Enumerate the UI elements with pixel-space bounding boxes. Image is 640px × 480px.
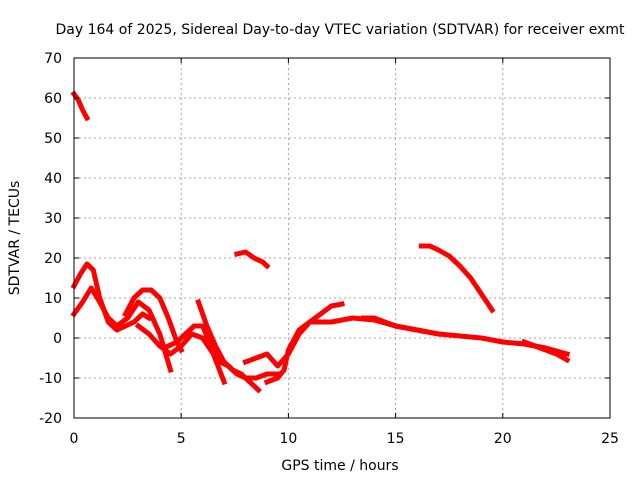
- y-tick-label: 0: [53, 331, 62, 347]
- y-tick-label: 40: [44, 171, 62, 187]
- series-arc2: [70, 261, 153, 333]
- axis-ticks: 0 5 10 15 20 25 -20 -10 0 10 20 30 40 50 60 70: [39, 51, 619, 447]
- series-arc13: [418, 243, 496, 314]
- plot-frame: [73, 57, 611, 419]
- series-arc6: [164, 323, 281, 381]
- y-tick-label: 50: [44, 131, 62, 147]
- x-axis-label: GPS time / hours: [281, 458, 398, 474]
- x-tick-label: 25: [601, 431, 619, 447]
- data-marks: [70, 90, 571, 394]
- series-arc7: [195, 298, 262, 394]
- y-axis-label: SDTVAR / TECUs: [7, 181, 23, 296]
- x-tick-label: 20: [494, 431, 512, 447]
- series-arc3: [70, 285, 174, 374]
- series-arc12: [520, 338, 571, 364]
- x-tick-label: 0: [70, 431, 79, 447]
- series-arc8: [233, 249, 271, 270]
- series-arc4: [122, 287, 185, 354]
- chart-title: Day 164 of 2025, Sidereal Day-to-day VTE…: [56, 22, 626, 38]
- grid-lines: [74, 58, 610, 418]
- y-tick-label: 70: [44, 51, 62, 67]
- y-tick-label: -20: [39, 411, 62, 427]
- x-tick-label: 10: [279, 431, 297, 447]
- y-tick-label: 20: [44, 251, 62, 267]
- y-tick-label: -10: [39, 371, 62, 387]
- series-arc1: [70, 90, 91, 122]
- y-tick-label: 30: [44, 211, 62, 227]
- x-tick-label: 5: [177, 431, 186, 447]
- y-tick-label: 60: [44, 91, 62, 107]
- x-tick-label: 15: [387, 431, 405, 447]
- y-tick-label: 10: [44, 291, 62, 307]
